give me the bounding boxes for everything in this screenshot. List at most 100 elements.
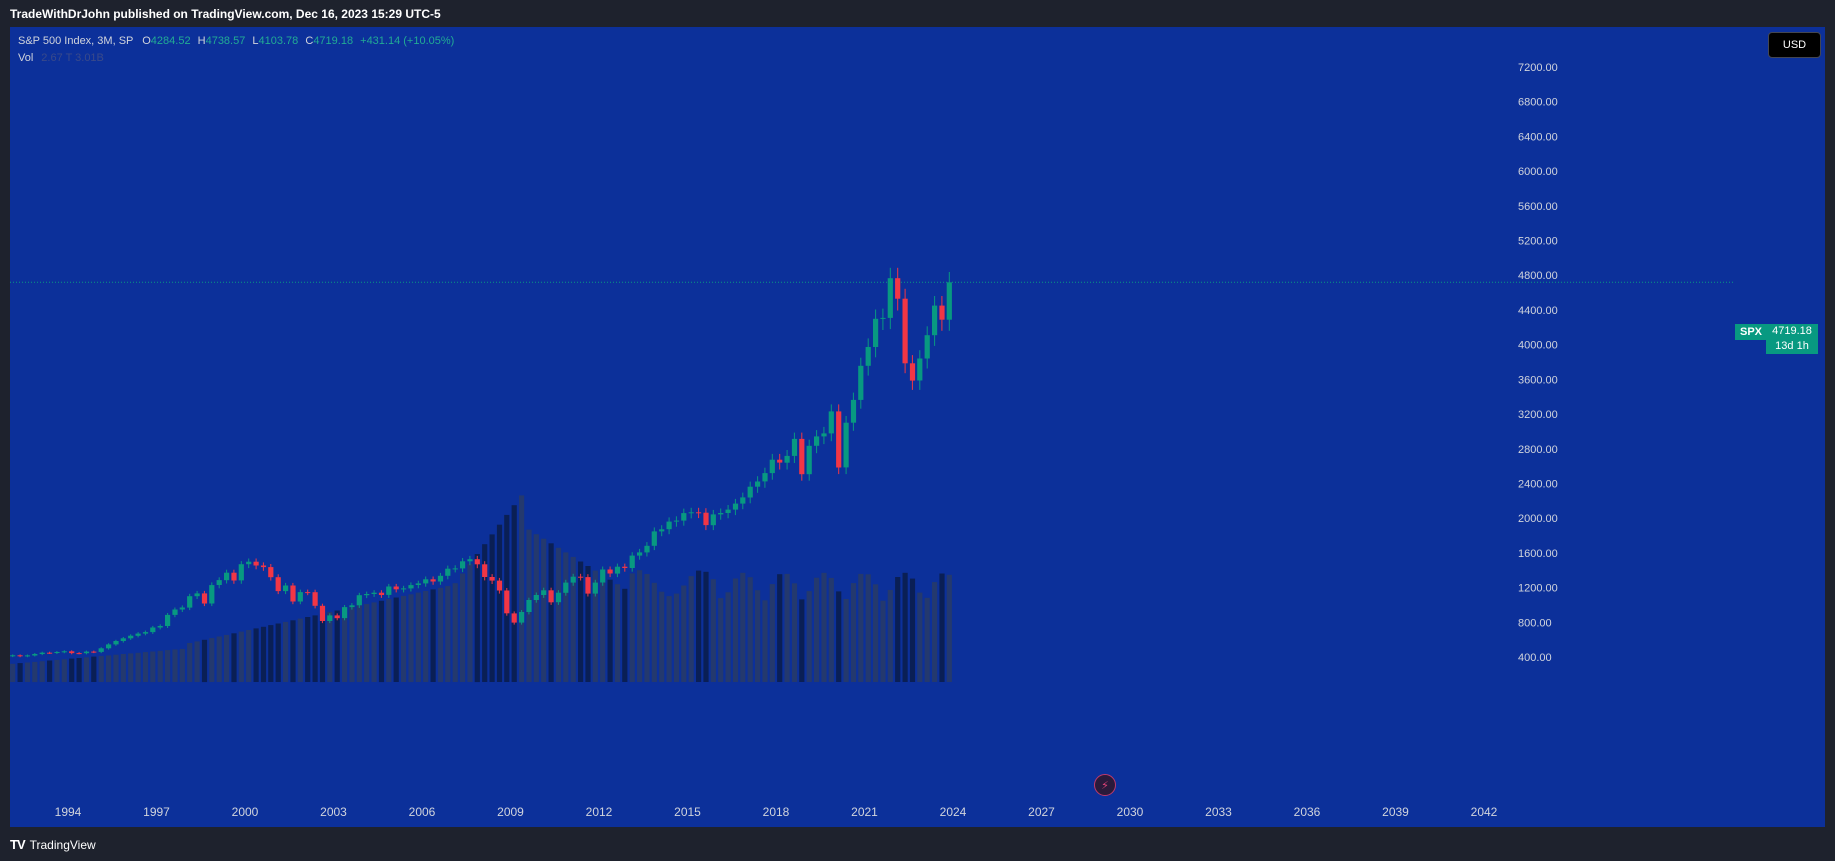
- volume-bar: [69, 658, 75, 682]
- candle-body: [24, 655, 31, 657]
- candle-body: [216, 580, 222, 585]
- candle-body: [231, 572, 237, 581]
- candle-body: [563, 582, 569, 593]
- y-tick-label: 4400.00: [1518, 305, 1558, 317]
- candle-body: [541, 590, 547, 595]
- volume-bar: [135, 652, 141, 683]
- y-tick-label: 1200.00: [1518, 583, 1558, 595]
- candle-body: [828, 411, 834, 434]
- volume-bar: [10, 663, 16, 682]
- volume-legend: Vol 2.67 T 3.01B: [18, 52, 104, 64]
- volume-bar: [216, 636, 222, 682]
- candle-body: [356, 595, 362, 606]
- candlestick-chart[interactable]: 400.00 800.00 1200.00 1600.00 2000.00 2400.00…: [10, 27, 1825, 827]
- candle-body: [305, 592, 311, 594]
- candle-body: [821, 433, 827, 437]
- volume-bar: [61, 659, 67, 683]
- candle-body: [784, 455, 790, 463]
- change-value: +431.14 (+10.05%): [360, 35, 455, 47]
- volume-bar: [17, 663, 23, 682]
- x-tick-label: 2030: [1117, 805, 1144, 819]
- candle-body: [467, 559, 473, 562]
- candle-body: [209, 585, 215, 604]
- candle-body: [489, 577, 495, 581]
- volume-bar: [924, 597, 930, 682]
- volume-bar: [806, 591, 812, 682]
- candle-body: [836, 411, 842, 468]
- candle-body: [814, 436, 820, 446]
- symbol-price-tag: SPX: [1735, 324, 1768, 340]
- volume-bar: [489, 534, 495, 682]
- candle-body: [260, 565, 267, 568]
- candle-body: [806, 445, 812, 475]
- tradingview-logo-text: TradingView: [29, 837, 96, 852]
- candle-body: [142, 632, 149, 634]
- candle-body: [194, 593, 200, 597]
- candle-body: [120, 638, 126, 641]
- candle-body: [17, 655, 23, 657]
- symbol-title: S&P 500 Index, 3M, SP: [18, 35, 134, 47]
- candle-body: [902, 298, 908, 364]
- volume-bar: [76, 658, 82, 683]
- tradingview-logo[interactable]: TV TradingView: [10, 837, 96, 852]
- x-tick-label: 2018: [763, 805, 790, 819]
- volume-bar: [865, 574, 871, 682]
- x-tick-label: 2012: [586, 805, 613, 819]
- candle-body: [39, 652, 45, 654]
- candle-body: [865, 347, 871, 366]
- candle-body: [496, 580, 503, 591]
- y-tick-label: 5600.00: [1518, 201, 1558, 213]
- candle-body: [224, 572, 230, 581]
- chart-pane[interactable]: 400.00 800.00 1200.00 1600.00 2000.00 2400.00…: [10, 27, 1825, 827]
- volume-bar: [799, 599, 805, 682]
- currency-button[interactable]: USD: [1768, 32, 1821, 58]
- x-tick-label: 2027: [1028, 805, 1055, 819]
- volume-bar: [246, 630, 252, 682]
- volume-bar: [268, 625, 274, 682]
- candle-body: [76, 653, 82, 655]
- volume-bar: [519, 495, 525, 682]
- y-tick-label: 3600.00: [1518, 374, 1558, 386]
- volume-bar: [142, 652, 149, 682]
- candle-body: [917, 358, 923, 381]
- volume-bar: [777, 574, 783, 682]
- candle-body: [578, 576, 584, 578]
- candle-body: [238, 564, 244, 581]
- candle-body: [946, 282, 952, 320]
- candle-body: [740, 497, 746, 504]
- y-tick-label: 5200.00: [1518, 236, 1558, 248]
- candle-body: [460, 561, 466, 569]
- lightning-bolt-icon[interactable]: ⚡: [1094, 774, 1116, 796]
- volume-bar: [356, 605, 362, 682]
- volume-bar: [172, 649, 178, 682]
- candle-body: [725, 509, 731, 513]
- last-price-value: 4719.18: [1772, 325, 1812, 337]
- x-tick-label: 2024: [940, 805, 967, 819]
- volume-bar: [260, 626, 267, 683]
- candle-body: [408, 585, 414, 589]
- candle-body: [710, 514, 716, 526]
- candle-body: [128, 635, 134, 639]
- volume-bar: [312, 615, 318, 682]
- low-label: L: [252, 35, 259, 47]
- candle-body: [342, 607, 348, 619]
- volume-bar: [224, 634, 230, 682]
- candle-body: [386, 586, 392, 595]
- x-tick-label: 2033: [1205, 805, 1232, 819]
- high-value: 4738.57: [205, 35, 246, 47]
- candle-body: [629, 555, 635, 568]
- volume-bar: [939, 573, 945, 682]
- candle-body: [91, 651, 97, 653]
- candle-body: [415, 583, 421, 585]
- y-tick-label: 1600.00: [1518, 548, 1558, 560]
- volume-bar: [607, 579, 613, 682]
- volume-bar: [873, 584, 879, 682]
- candle-body: [673, 520, 680, 522]
- candle-body: [275, 577, 281, 592]
- candle-body: [651, 531, 657, 546]
- volume-bar: [393, 597, 399, 682]
- volume-bar: [622, 588, 628, 682]
- volume-bar: [209, 638, 215, 682]
- volume-bar: [511, 505, 517, 682]
- candle-body: [732, 503, 739, 510]
